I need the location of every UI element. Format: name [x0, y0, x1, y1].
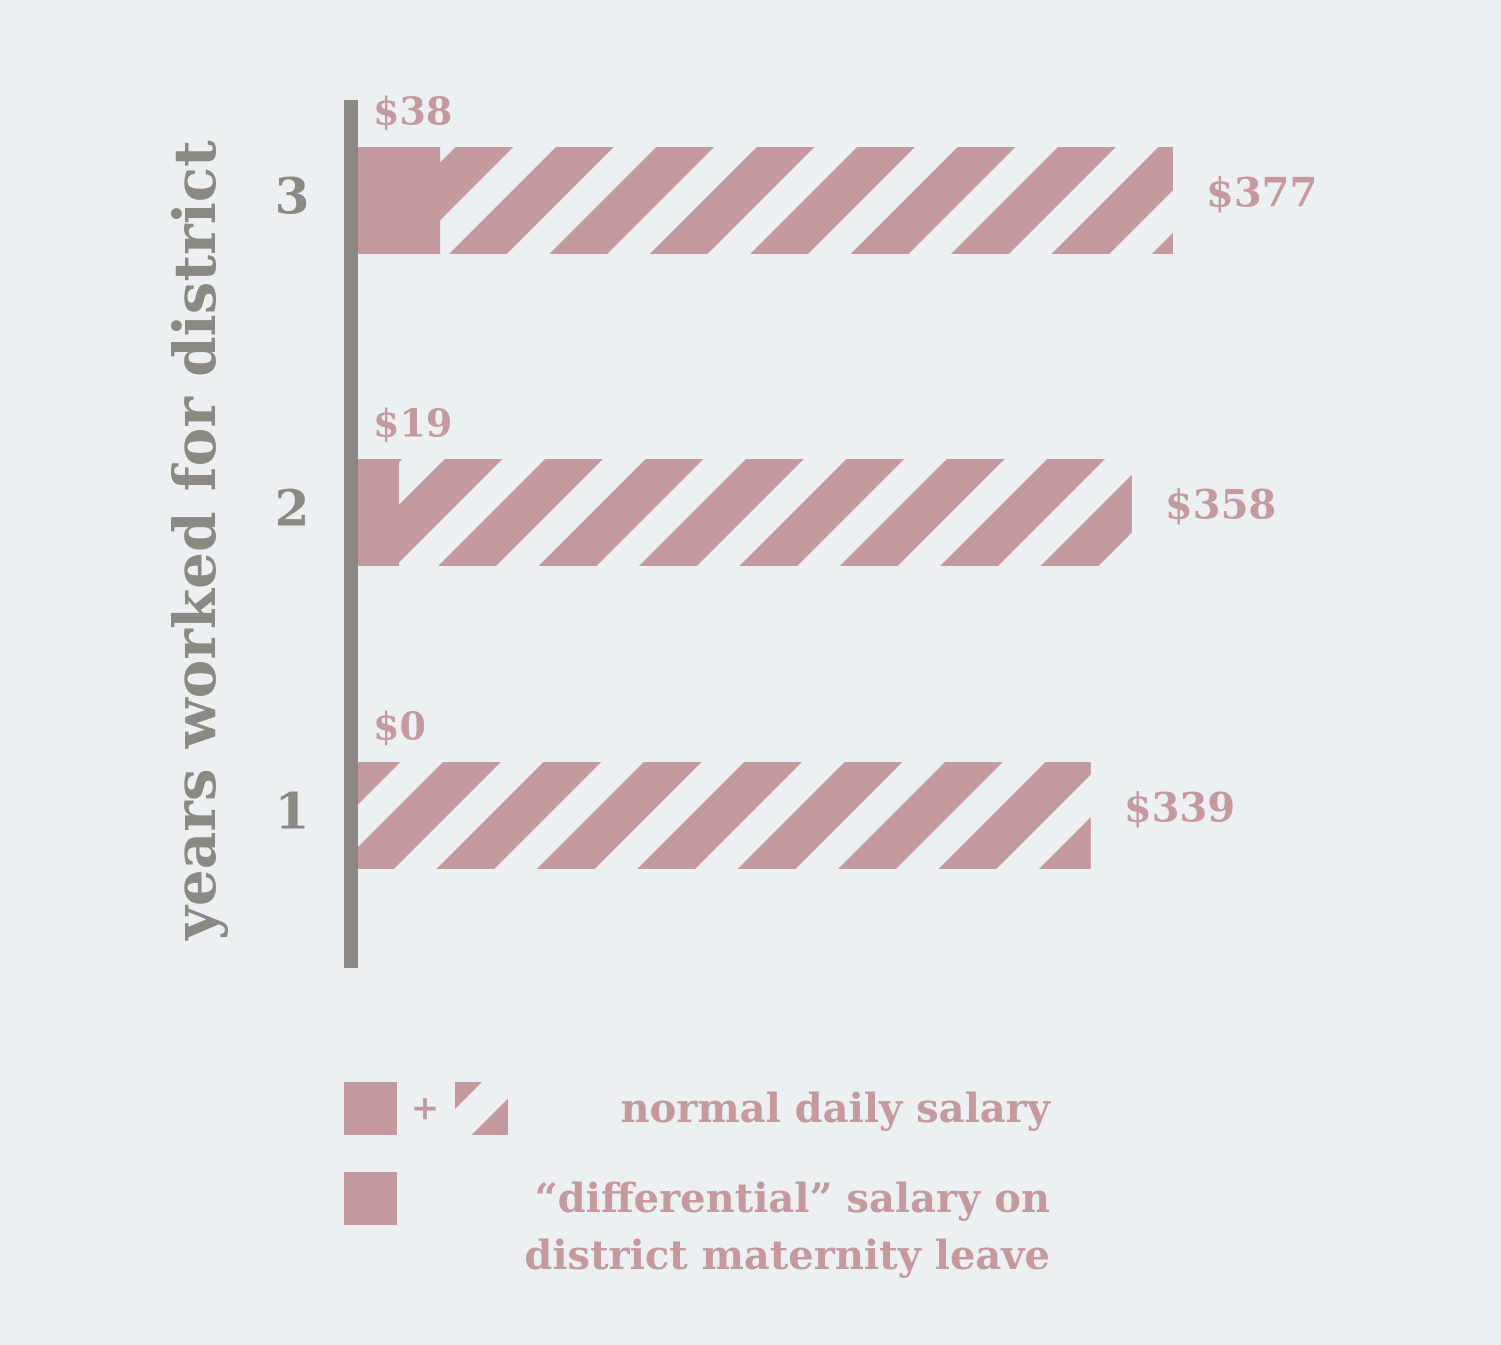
value-label: $377 [1206, 170, 1317, 217]
legend-swatch [344, 1082, 397, 1135]
value-label: $19 [373, 401, 452, 446]
legend-plus: + [411, 1088, 440, 1128]
solid-bar [358, 147, 441, 254]
hatched-bar [358, 459, 1132, 566]
legend-label: “differential” salary on district matern… [524, 1175, 1050, 1279]
axis-line [344, 100, 358, 968]
solid-bar [358, 459, 400, 566]
value-label: $38 [373, 89, 452, 134]
value-label: $0 [373, 704, 426, 749]
hatched-bar [358, 762, 1091, 869]
value-label: $358 [1165, 482, 1276, 529]
hatched-bar [358, 147, 1173, 254]
legend-swatch [344, 1172, 397, 1225]
category-label: 1 [275, 782, 310, 841]
category-label: 2 [275, 479, 310, 538]
category-label: 3 [275, 167, 310, 226]
legend-swatch [455, 1082, 508, 1135]
value-label: $339 [1124, 785, 1235, 832]
legend-label: normal daily salary [620, 1085, 1050, 1132]
y-axis-title: years worked for district [161, 140, 229, 941]
